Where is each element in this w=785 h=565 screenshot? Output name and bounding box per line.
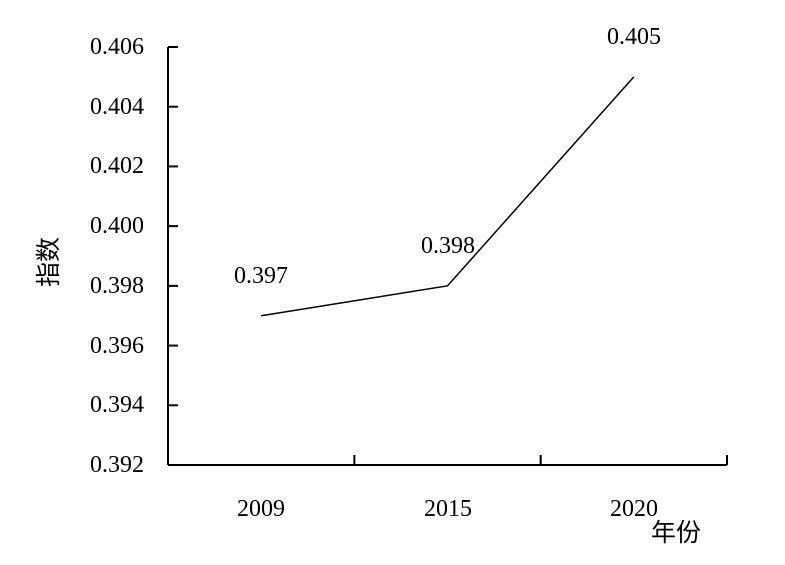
y-tick-label: 0.400: [90, 213, 144, 239]
x-tick-label: 2020: [610, 496, 658, 522]
x-tick-label: 2015: [424, 496, 472, 522]
data-point-label: 0.397: [234, 263, 288, 289]
y-tick-label: 0.406: [90, 34, 144, 60]
series-line: [261, 76, 635, 317]
y-axis-title: 指数: [36, 237, 63, 288]
y-tick-label: 0.392: [90, 452, 144, 478]
y-tick-label: 0.404: [90, 94, 144, 120]
data-point-label: 0.405: [607, 24, 661, 50]
data-point-label: 0.398: [421, 233, 475, 259]
x-tick-label: 2009: [237, 496, 285, 522]
y-tick-label: 0.396: [90, 333, 144, 359]
y-tick-label: 0.402: [90, 153, 144, 179]
y-tick-label: 0.398: [90, 273, 144, 299]
x-axis-title: 年份: [650, 520, 701, 547]
y-tick-label: 0.394: [90, 392, 144, 418]
